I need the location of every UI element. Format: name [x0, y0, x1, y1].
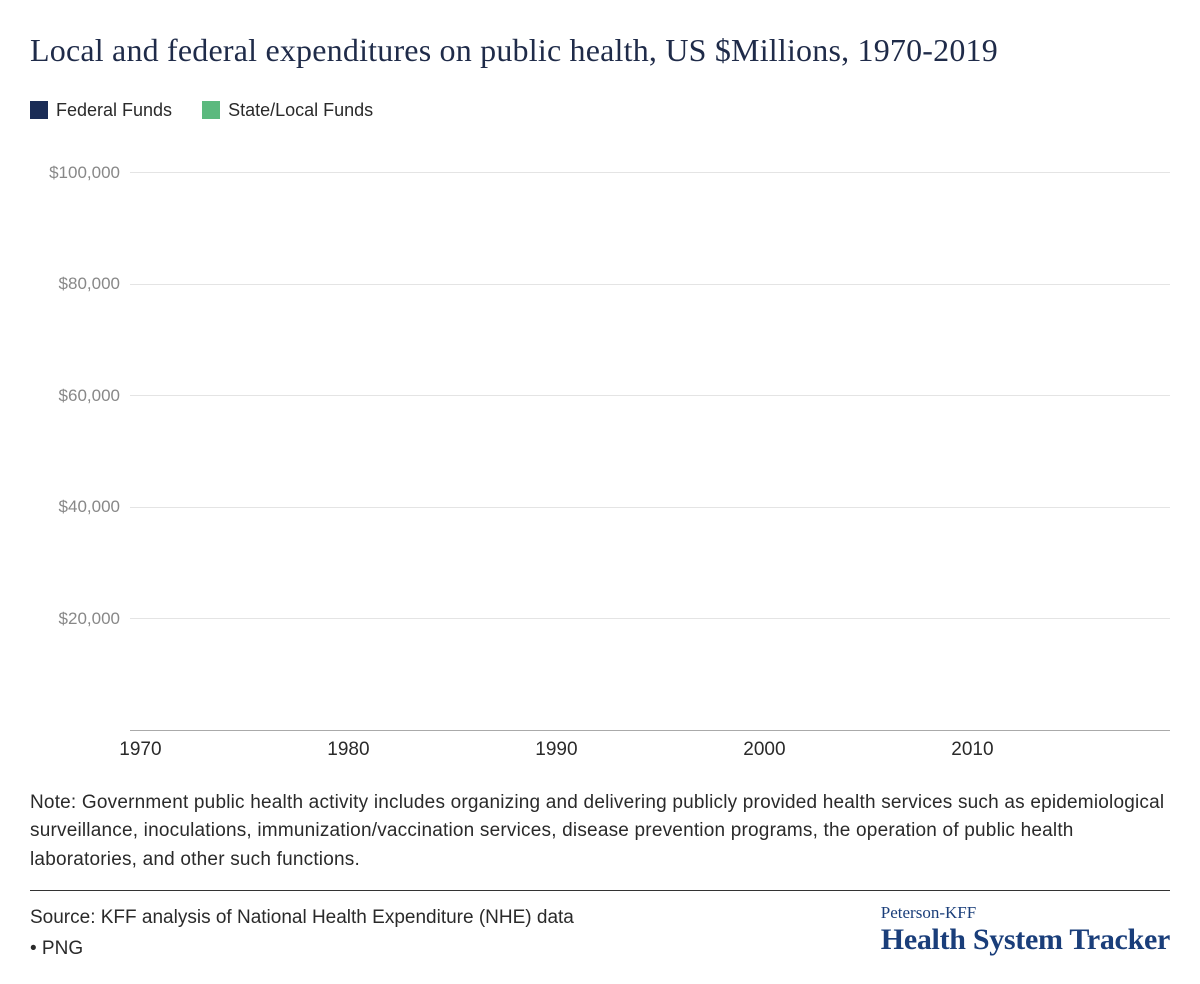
gridline	[130, 172, 1170, 173]
gridline	[130, 284, 1170, 285]
x-tick-label: 2000	[743, 739, 785, 761]
x-tick-label: 1980	[327, 739, 369, 761]
legend-item: State/Local Funds	[202, 100, 373, 121]
gridline	[130, 507, 1170, 508]
gridline	[130, 618, 1170, 619]
chart-area: $20,000 $40,000 $60,000 $80,000 $100,000	[30, 145, 1170, 731]
x-tick-label: 1970	[119, 739, 161, 761]
y-axis: $20,000 $40,000 $60,000 $80,000 $100,000	[30, 145, 130, 731]
footer-divider	[30, 890, 1170, 891]
x-tick-label: 2010	[951, 739, 993, 761]
plot-area	[130, 145, 1170, 731]
legend-item: Federal Funds	[30, 100, 172, 121]
legend: Federal Funds State/Local Funds	[30, 100, 1170, 121]
chart-note: Note: Government public health activity …	[30, 789, 1170, 875]
chart-title: Local and federal expenditures on public…	[30, 30, 1170, 72]
x-tick-label: 1990	[535, 739, 577, 761]
legend-label: Federal Funds	[56, 100, 172, 121]
source-text: Source: KFF analysis of National Health …	[30, 903, 574, 933]
brand: Peterson-KFF Health System Tracker	[881, 903, 1170, 957]
y-tick-label: $20,000	[59, 609, 120, 629]
brand-bottom: Health System Tracker	[881, 923, 1170, 957]
y-tick-label: $60,000	[59, 386, 120, 406]
x-axis: 19701980199020002010	[130, 731, 1170, 771]
legend-label: State/Local Funds	[228, 100, 373, 121]
brand-top: Peterson-KFF	[881, 903, 1170, 923]
legend-swatch	[30, 101, 48, 119]
footer: Source: KFF analysis of National Health …	[30, 903, 1170, 964]
y-tick-label: $80,000	[59, 274, 120, 294]
footer-left: Source: KFF analysis of National Health …	[30, 903, 574, 964]
y-tick-label: $40,000	[59, 497, 120, 517]
bars-container	[130, 145, 1170, 730]
export-png[interactable]: • PNG	[30, 934, 574, 964]
gridline	[130, 395, 1170, 396]
legend-swatch	[202, 101, 220, 119]
y-tick-label: $100,000	[49, 163, 120, 183]
